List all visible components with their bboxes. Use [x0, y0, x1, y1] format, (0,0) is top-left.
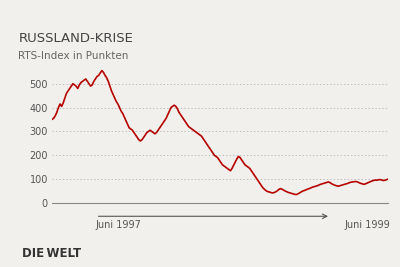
- Text: Juni 1999: Juni 1999: [344, 220, 390, 230]
- Text: RTS-Index in Punkten: RTS-Index in Punkten: [18, 51, 129, 61]
- Text: DIE WELT: DIE WELT: [22, 247, 81, 260]
- Text: RUSSLAND-KRISE: RUSSLAND-KRISE: [18, 32, 133, 45]
- Text: Juni 1997: Juni 1997: [96, 220, 142, 230]
